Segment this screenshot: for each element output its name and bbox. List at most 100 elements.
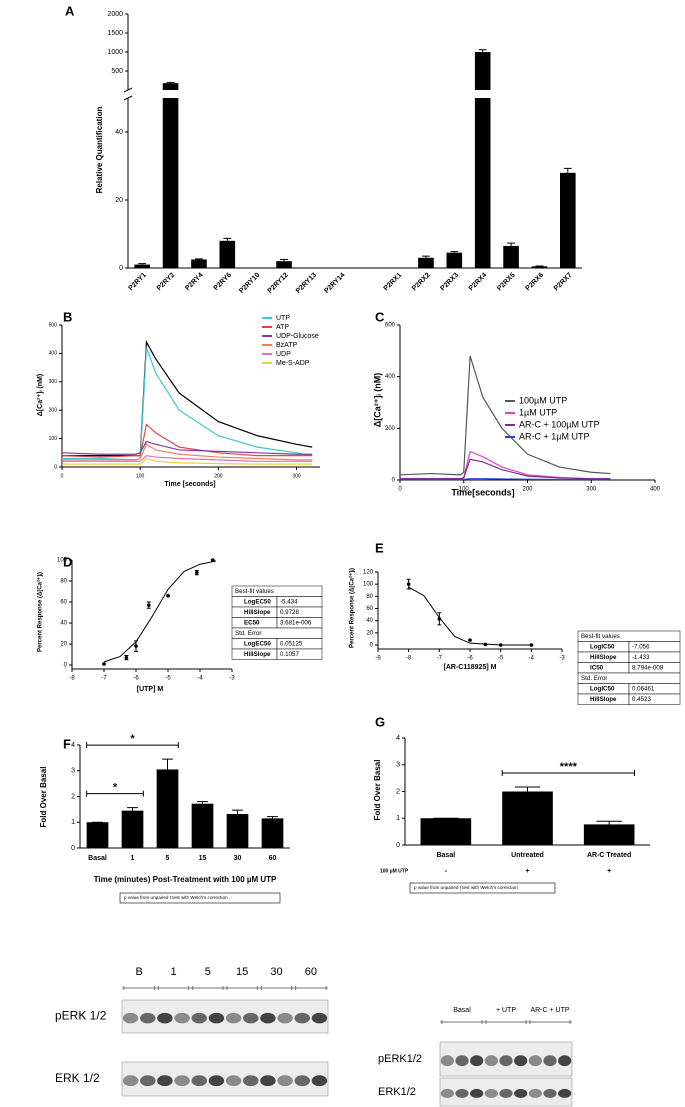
x-tick-label: Basal bbox=[436, 852, 455, 859]
table-cell bbox=[577, 662, 630, 674]
y-tick-label: 2 bbox=[396, 788, 400, 795]
bar bbox=[191, 803, 214, 848]
bar bbox=[474, 98, 491, 268]
x-tick-label: -4 bbox=[197, 676, 203, 682]
y-axis-label: Δ[Ca²⁺]ᵢ (nM) bbox=[372, 373, 382, 427]
x-tick-label: P2RY4 bbox=[184, 272, 205, 293]
x-tick-label: -5 bbox=[498, 656, 504, 662]
error-bar bbox=[162, 758, 173, 770]
x-tick-label: P2RX5 bbox=[496, 272, 517, 293]
y-tick-label: 80 bbox=[366, 594, 373, 600]
x-tick-label: 60 bbox=[269, 855, 277, 862]
axis bbox=[71, 560, 232, 670]
axis bbox=[79, 745, 290, 849]
axis bbox=[127, 98, 582, 269]
footnote-box bbox=[409, 882, 556, 894]
bar bbox=[226, 814, 249, 848]
band bbox=[499, 1088, 513, 1098]
x-tick-label: -6 bbox=[467, 656, 473, 662]
band bbox=[558, 1088, 572, 1098]
table-text: Std. Error bbox=[235, 630, 261, 637]
x-tick-label: -7 bbox=[101, 676, 107, 682]
bar bbox=[276, 261, 292, 268]
y-tick-label: 1 bbox=[71, 819, 75, 826]
x-tick-label: -9 bbox=[375, 656, 381, 662]
band bbox=[558, 1055, 572, 1067]
series-line bbox=[62, 339, 313, 457]
band bbox=[455, 1055, 469, 1067]
x-tick-label: 15 bbox=[199, 855, 207, 862]
footnote: p value from unpaired t test with Welch'… bbox=[414, 885, 518, 890]
table-text: HillSlope bbox=[590, 654, 617, 661]
lane-divider bbox=[192, 986, 224, 990]
band bbox=[311, 1075, 328, 1087]
fit-curve bbox=[103, 560, 217, 663]
legend-label: BzATP bbox=[276, 342, 298, 349]
x-tick-label: 1 bbox=[131, 855, 135, 862]
lane-label: 15 bbox=[236, 966, 248, 978]
y-tick-label: 60 bbox=[60, 600, 67, 606]
bar bbox=[156, 769, 179, 848]
error-bar bbox=[138, 263, 147, 265]
legend-label: UTP bbox=[276, 315, 290, 322]
lane-label: 30 bbox=[270, 966, 282, 978]
lane-divider bbox=[441, 1020, 483, 1024]
legend-label: UDP bbox=[276, 351, 291, 358]
fit-curve bbox=[408, 586, 532, 646]
band bbox=[260, 1075, 276, 1087]
x-tick-label: -3 bbox=[559, 656, 565, 662]
y-tick-label: 0 bbox=[54, 464, 57, 470]
error-bar bbox=[134, 640, 138, 652]
panel-label: G bbox=[375, 714, 385, 729]
bar bbox=[531, 266, 548, 268]
y-tick-label: 120 bbox=[363, 570, 374, 576]
panel-label: E bbox=[375, 540, 384, 555]
y-tick-label: 400 bbox=[49, 351, 58, 357]
lane-label: 5 bbox=[205, 966, 211, 978]
axis-break bbox=[123, 87, 133, 101]
lane-label: Basal bbox=[453, 1007, 471, 1014]
y-tick-label: 0 bbox=[370, 643, 374, 649]
table-text: -1.433 bbox=[632, 654, 650, 661]
lane-divider bbox=[226, 986, 258, 990]
band bbox=[484, 1055, 498, 1067]
x-tick-label: -6 bbox=[133, 676, 139, 682]
y-tick-label: 100 bbox=[363, 582, 374, 588]
bar bbox=[502, 791, 553, 845]
significance-bar bbox=[86, 742, 179, 749]
legend-label: AR-C + 100µM UTP bbox=[519, 419, 599, 429]
table-text: LogIC50 bbox=[590, 685, 615, 692]
y-tick-label: 100 bbox=[57, 558, 68, 564]
x-tick-label: 200 bbox=[214, 473, 223, 479]
table-cell bbox=[628, 693, 681, 705]
y-tick-label: 2000 bbox=[107, 11, 123, 18]
band bbox=[294, 1075, 310, 1087]
x-axis-label: Time (minutes) Post-Treatment with 100 µ… bbox=[94, 875, 277, 884]
x-tick-label: P2RX3 bbox=[439, 272, 460, 293]
panel-label: A bbox=[65, 3, 75, 18]
legend-label: 100µM UTP bbox=[519, 395, 567, 405]
error-bar bbox=[267, 816, 278, 819]
y-tick-label: 600 bbox=[385, 323, 396, 329]
panel-label: C bbox=[375, 309, 385, 324]
lane-label: 1 bbox=[170, 966, 176, 978]
series-line bbox=[62, 457, 313, 465]
table-text: 0.4523 bbox=[632, 696, 651, 703]
legend-label: AR-C + 1µM UTP bbox=[519, 431, 589, 441]
axis bbox=[377, 572, 562, 650]
table-text: EC50 bbox=[244, 619, 260, 626]
band bbox=[440, 1088, 454, 1098]
x-tick-label: Untreated bbox=[511, 852, 544, 859]
significance-bar bbox=[86, 790, 144, 797]
x-tick-label: -7 bbox=[437, 656, 443, 662]
series-line bbox=[400, 450, 611, 480]
y-tick-label: 3 bbox=[71, 768, 75, 775]
y-axis-label: Percent Response (Δ[Ca²⁺]ᵢ) bbox=[37, 572, 44, 652]
table-text: HillSlope bbox=[244, 651, 271, 658]
band bbox=[514, 1088, 528, 1098]
error-bar bbox=[507, 242, 515, 246]
table-text: 0.9728 bbox=[280, 609, 299, 616]
x-axis-label: [AR-C118925] M bbox=[444, 664, 497, 671]
x-tick-label: -8 bbox=[406, 656, 412, 662]
